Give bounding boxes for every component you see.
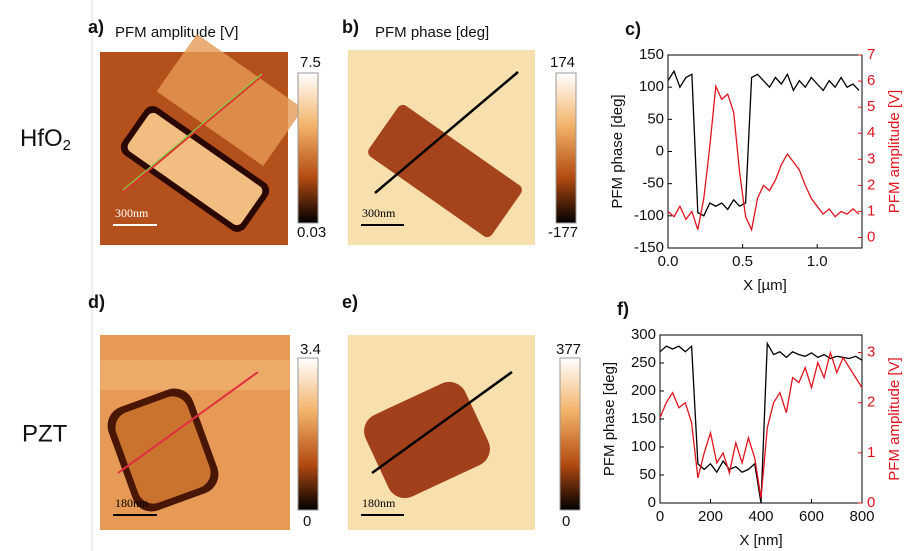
y-axis-label: PFM phase [deg]	[601, 362, 618, 476]
panel-label: d)	[88, 292, 105, 312]
colorbar-tick: 0	[562, 513, 570, 530]
colorbar-tick: -177	[548, 224, 578, 241]
y-tick-label: 100	[639, 78, 664, 95]
y2-tick-label: 3	[867, 344, 875, 361]
y2-tick-label: 2	[867, 394, 875, 411]
row-label: HfO2	[20, 125, 71, 154]
y-tick-label: 50	[647, 110, 664, 127]
panel-label: e)	[342, 292, 358, 312]
data-line	[659, 350, 863, 499]
x-axis-label: X [µm]	[743, 277, 787, 294]
afm-image: 300nm	[100, 34, 304, 245]
scale-bar-label: 180nm	[362, 496, 396, 510]
x-tick-label: 0.5	[732, 253, 753, 270]
y-tick-label: 0	[656, 142, 664, 159]
colorbar	[297, 357, 319, 511]
y-tick-label: 150	[631, 410, 656, 427]
y-tick-label: 300	[631, 326, 656, 343]
y-tick-label: 100	[631, 438, 656, 455]
y2-tick-label: 4	[867, 124, 875, 141]
y2-tick-label: 6	[867, 72, 875, 89]
y-tick-label: 0	[648, 494, 656, 511]
y-tick-label: -150	[634, 239, 664, 256]
x-tick-label: 200	[698, 508, 723, 525]
colorbar-tick: 3.4	[300, 341, 321, 358]
panel-label: a)	[88, 17, 104, 37]
y-tick-label: -50	[642, 175, 664, 192]
y2-tick-label: 5	[867, 98, 875, 115]
y2-tick-label: 7	[867, 46, 875, 63]
panel-title: PFM phase [deg]	[375, 24, 489, 41]
y2-tick-label: 3	[867, 150, 875, 167]
y-tick-label: 50	[639, 466, 656, 483]
afm-image: 300nm	[348, 50, 535, 245]
colorbar	[559, 357, 581, 511]
panel-label: b)	[342, 17, 359, 37]
afm-image: 180nm	[348, 335, 535, 530]
colorbar-tick: 7.5	[300, 54, 321, 71]
y2-tick-label: 0	[867, 229, 875, 246]
data-line	[659, 341, 863, 504]
y2-axis-label: PFM amplitude [V]	[886, 90, 903, 213]
y-tick-label: 250	[631, 354, 656, 371]
afm-image: 180nm	[100, 335, 290, 530]
data-line	[667, 83, 860, 232]
x-tick-label: 400	[748, 508, 773, 525]
colorbar-tick: 377	[556, 341, 581, 358]
x-axis-label: X [nm]	[739, 532, 782, 549]
x-tick-label: 0.0	[658, 253, 679, 270]
scale-bar-label: 300nm	[362, 206, 396, 220]
data-line	[667, 69, 860, 217]
colorbar	[555, 72, 577, 224]
scale-bar-label: 300nm	[115, 206, 149, 220]
y-tick-label: -100	[634, 207, 664, 224]
colorbar	[297, 72, 319, 224]
colorbar-tick: 174	[550, 54, 575, 71]
colorbar-tick: 0.03	[297, 224, 326, 241]
y-tick-label: 150	[639, 46, 664, 63]
y-axis-label: PFM phase [deg]	[609, 94, 626, 208]
y2-axis-label: PFM amplitude [V]	[886, 357, 903, 480]
colorbar-tick: 0	[303, 513, 311, 530]
scale-bar-label: 180nm	[115, 496, 149, 510]
panel-label: c)	[625, 19, 641, 39]
x-tick-label: 800	[849, 508, 874, 525]
y-tick-label: 200	[631, 382, 656, 399]
y2-tick-label: 0	[867, 494, 875, 511]
y2-tick-label: 2	[867, 176, 875, 193]
x-tick-label: 0	[656, 508, 664, 525]
panel-title: PFM amplitude [V]	[115, 24, 238, 41]
panel-label: f)	[617, 299, 629, 319]
x-tick-label: 1.0	[807, 253, 828, 270]
row-label: PZT	[22, 420, 68, 447]
y2-tick-label: 1	[867, 202, 875, 219]
y2-tick-label: 1	[867, 444, 875, 461]
x-tick-label: 600	[799, 508, 824, 525]
